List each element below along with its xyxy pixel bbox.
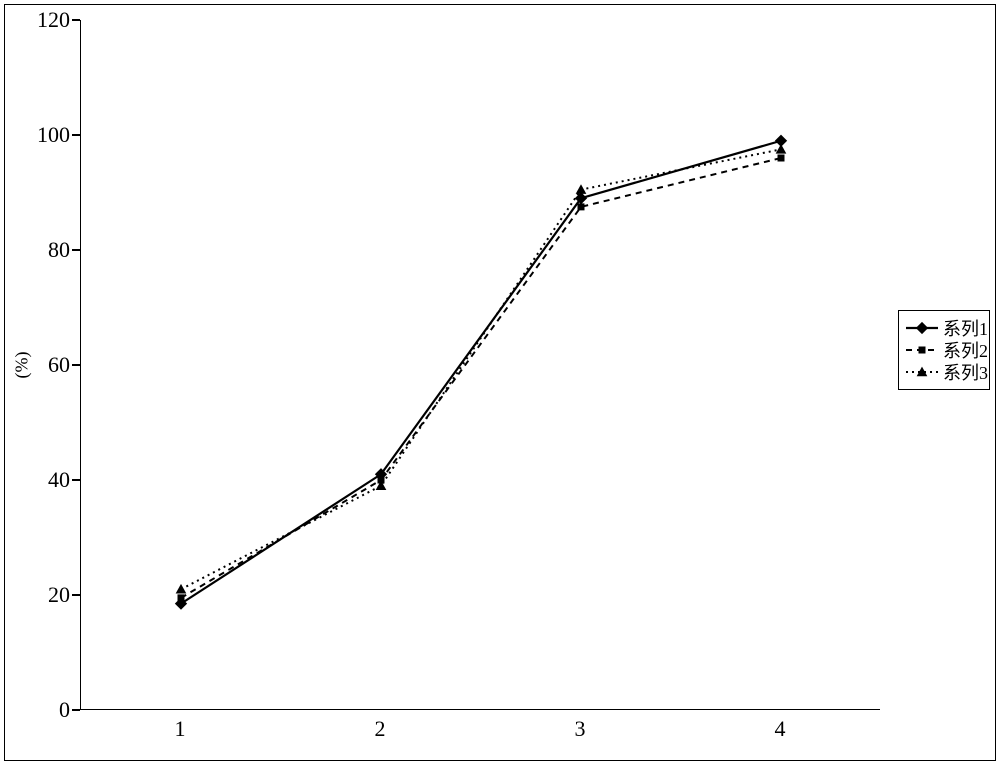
x-tick-label: 2 [375, 716, 386, 742]
plot-area [80, 20, 880, 710]
y-tick-mark [72, 364, 80, 366]
series-marker [576, 184, 587, 194]
y-tick-label: 0 [25, 697, 70, 723]
y-tick-mark [72, 709, 80, 711]
y-tick-mark [72, 479, 80, 481]
y-tick-mark [72, 134, 80, 136]
series-marker [376, 480, 387, 490]
legend-swatch [905, 365, 939, 379]
legend-item: 系列1 [905, 317, 983, 339]
legend-label: 系列3 [943, 359, 988, 385]
y-tick-mark [72, 594, 80, 596]
series-marker [578, 203, 585, 210]
y-tick-label: 20 [25, 582, 70, 608]
series-line [181, 149, 781, 589]
series-line [181, 158, 781, 598]
series-line [181, 141, 781, 604]
series-marker [176, 584, 187, 594]
y-tick-label: 40 [25, 467, 70, 493]
x-tick-label: 1 [175, 716, 186, 742]
y-tick-label: 80 [25, 237, 70, 263]
legend: 系列1系列2系列3 [898, 310, 990, 390]
series-marker [778, 155, 785, 162]
legend-swatch [905, 343, 939, 357]
series-marker [776, 144, 787, 154]
y-tick-label: 100 [25, 122, 70, 148]
legend-item: 系列2 [905, 339, 983, 361]
x-tick-label: 3 [575, 716, 586, 742]
x-tick-label: 4 [775, 716, 786, 742]
series-marker [178, 594, 185, 601]
y-tick-label: 60 [25, 352, 70, 378]
y-tick-mark [72, 19, 80, 21]
y-tick-mark [72, 249, 80, 251]
chart-svg [81, 20, 881, 710]
y-tick-label: 120 [25, 7, 70, 33]
legend-item: 系列3 [905, 361, 983, 383]
legend-swatch [905, 321, 939, 335]
